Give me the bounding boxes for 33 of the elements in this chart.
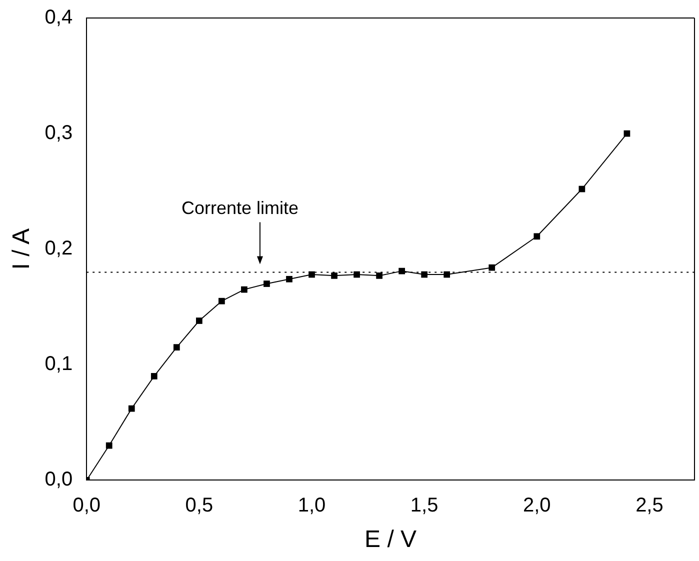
y-tick-label: 0,4 (44, 6, 73, 29)
x-tick-label: 2,0 (522, 494, 551, 517)
x-tick-label: 1,0 (298, 494, 326, 517)
annotation: Corrente limite (181, 198, 298, 218)
y-axis-title: I / A (8, 228, 36, 270)
point (421, 271, 428, 278)
point (578, 186, 586, 192)
y-tick-label: 0,0 (44, 468, 73, 491)
y-tick-label: 0,3 (44, 122, 73, 144)
point (398, 268, 405, 274)
point (286, 276, 292, 282)
x-tick-label: 1,5 (410, 494, 438, 517)
point (264, 280, 270, 287)
x-tick-label: 0,0 (72, 494, 101, 517)
point (150, 373, 158, 380)
point (376, 272, 382, 279)
point (444, 271, 450, 278)
point (106, 442, 112, 449)
point (331, 272, 338, 279)
point (488, 264, 496, 271)
point (128, 405, 135, 412)
point (241, 286, 248, 293)
point (534, 233, 540, 240)
point (308, 271, 315, 278)
y-tick-label: 0,1 (44, 353, 73, 376)
y-tick-label: 0,2 (44, 238, 73, 260)
point (218, 298, 225, 304)
point (354, 271, 360, 278)
point (173, 344, 180, 350)
x-axis-title: E / V (364, 526, 417, 554)
point (196, 318, 202, 324)
x-tick-label: 0,5 (185, 494, 214, 517)
x-tick-label: 2,5 (636, 494, 664, 517)
